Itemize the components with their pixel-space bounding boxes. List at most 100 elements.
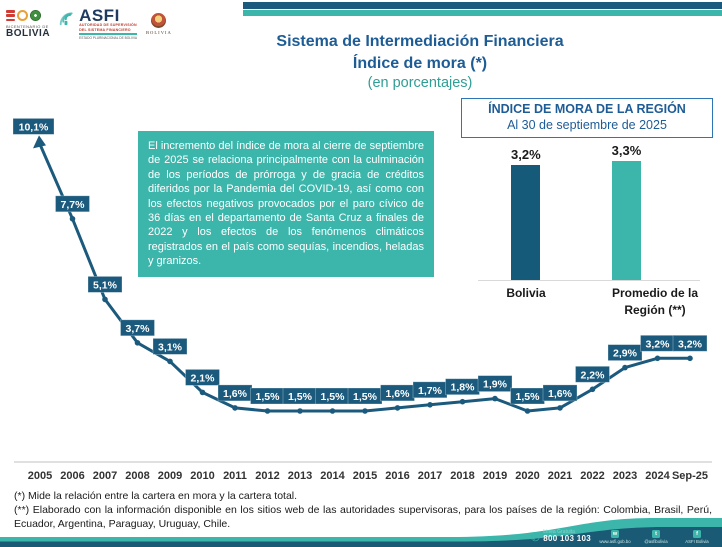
x-axis-label: 2013 bbox=[288, 470, 312, 482]
data-label-box bbox=[185, 368, 220, 386]
asfi-logo: ASFI AUTORIDAD DE SUPERVISIÓN DEL SISTEM… bbox=[59, 5, 137, 41]
category-label-region: Promedio de la Región (**) bbox=[611, 286, 699, 318]
x-axis-label: 2019 bbox=[483, 470, 507, 482]
footnote-asterisk: (*) Mide la relación entre la cartera en… bbox=[14, 490, 298, 502]
bicentenario-logo: BICENTENARIO DE BOLIVIA bbox=[6, 9, 50, 40]
bolivia-emblem-icon bbox=[151, 13, 167, 29]
red-bars-icon bbox=[6, 10, 15, 22]
bolivia-emblem-label: BOLIVIA bbox=[145, 29, 172, 35]
asfi-subtitle-1: AUTORIDAD DE SUPERVISIÓN bbox=[79, 23, 137, 28]
x-axis-label: 2011 bbox=[223, 470, 247, 482]
x-axis-label: 2007 bbox=[93, 470, 117, 482]
x-axis-label: 2020 bbox=[515, 470, 539, 482]
data-label-text: 3,2% bbox=[646, 338, 671, 350]
x-axis-label: 2009 bbox=[158, 470, 182, 482]
data-label-text: 2,9% bbox=[613, 348, 638, 360]
data-label-text: 1,5% bbox=[516, 391, 541, 403]
data-point-marker bbox=[264, 408, 271, 414]
data-label-text: 1,5% bbox=[256, 391, 281, 403]
x-axis-label: 2006 bbox=[60, 470, 84, 482]
region-panel-title-box: ÍNDICE DE MORA DE LA REGIÓN Al 30 de sep… bbox=[461, 98, 713, 138]
data-label-text: 1,9% bbox=[483, 379, 508, 391]
x-axis-label: 2014 bbox=[320, 470, 345, 482]
asfi-name: ASFI bbox=[79, 5, 120, 25]
data-label-box bbox=[152, 337, 188, 355]
bar-region-average bbox=[611, 161, 641, 280]
data-point-marker bbox=[427, 402, 433, 408]
data-point-marker bbox=[622, 364, 628, 371]
data-point-marker bbox=[654, 355, 661, 362]
data-point-marker bbox=[589, 386, 596, 393]
data-label-box bbox=[12, 117, 55, 135]
twitter-item: t @asfibolivia bbox=[639, 529, 673, 544]
x-axis-label: 2010 bbox=[190, 470, 214, 482]
footer-swoosh bbox=[0, 518, 722, 547]
bar-bolivia bbox=[511, 164, 541, 280]
category-label-bolivia: Bolivia bbox=[506, 286, 546, 300]
data-point-marker bbox=[69, 216, 76, 222]
bar-group-bolivia: 3,2% bbox=[511, 147, 541, 280]
data-label-text: 2,1% bbox=[191, 372, 216, 384]
data-label-text: 5,1% bbox=[93, 279, 118, 291]
asfi-subtitle-2: DEL SISTEMA FINANCIERO bbox=[79, 27, 131, 32]
region-panel-subtitle: Al 30 de septiembre de 2025 bbox=[507, 117, 667, 132]
data-label-text: 1,6% bbox=[548, 388, 573, 400]
phone-number: 800 103 103 bbox=[543, 534, 591, 544]
data-point-marker bbox=[329, 408, 336, 414]
data-label-box bbox=[575, 365, 610, 383]
website-label: www.asfi.gob.bo bbox=[599, 538, 631, 544]
mora-line-chart: 2005 2006 2007 2008 2009 2010 2011 2012 2013 2014… bbox=[12, 117, 712, 482]
data-label-text: 1,5% bbox=[321, 391, 346, 403]
data-label-text: 3,7% bbox=[126, 323, 151, 335]
data-point-marker bbox=[102, 296, 108, 303]
data-label-text: 1,5% bbox=[353, 391, 378, 403]
phone-label: Línea Gratuita bbox=[543, 528, 575, 535]
data-point-marker bbox=[134, 340, 141, 346]
data-point-marker bbox=[524, 408, 531, 414]
data-point-marker bbox=[232, 405, 238, 411]
x-axis-label: 2022 bbox=[580, 470, 604, 482]
data-label-box bbox=[542, 384, 578, 402]
phone-group: ✆ Línea Gratuita 800 103 103 bbox=[530, 528, 591, 544]
data-label-text: 1,8% bbox=[451, 382, 476, 394]
facebook-label: ASFI Bolivia bbox=[685, 538, 709, 544]
title-line-2: Índice de mora (*) bbox=[352, 54, 488, 72]
bicentenario-main-label: BOLIVIA bbox=[6, 28, 51, 40]
asfi-subtitle-3: ESTADO PLURINACIONAL DE BOLIVIA bbox=[79, 36, 137, 41]
x-axis-label: 2018 bbox=[450, 470, 474, 482]
bolivia-emblem-logo: BOLIVIA bbox=[146, 13, 172, 35]
data-label-text: 10,1% bbox=[19, 121, 49, 133]
bicentenario-glyphs-icon bbox=[6, 9, 41, 23]
x-axis-label: 2021 bbox=[548, 470, 572, 482]
data-point-marker bbox=[687, 355, 693, 362]
data-point-marker bbox=[199, 389, 206, 396]
data-label-text: 1,6% bbox=[223, 388, 248, 400]
bar-value-label: 3,3% bbox=[611, 143, 642, 159]
x-axis-label: 2024 bbox=[645, 470, 670, 482]
data-label-text: 2,2% bbox=[581, 369, 606, 381]
twitter-icon: t bbox=[652, 529, 660, 538]
x-axis-label: 2005 bbox=[28, 470, 52, 482]
title-line-1: Sistema de Intermediación Financiera bbox=[276, 33, 564, 50]
title-line-3: (en porcentajes) bbox=[367, 75, 473, 92]
footer-contact: ✆ Línea Gratuita 800 103 103 w www.asfi.… bbox=[530, 528, 714, 544]
x-axis-label: Sep-25 bbox=[672, 470, 708, 482]
twitter-label: @asfibolivia bbox=[644, 538, 668, 544]
orange-ring-icon bbox=[17, 10, 28, 22]
bicentenario-sub-label: BICENTENARIO DE bbox=[6, 24, 49, 30]
header-bar-dark bbox=[243, 2, 722, 9]
region-category-labels: Bolivia Promedio de la Región (**) bbox=[461, 285, 713, 320]
data-label-text: 1,6% bbox=[386, 388, 411, 400]
data-point-marker bbox=[557, 405, 563, 411]
data-label-box bbox=[672, 334, 708, 352]
data-point-marker bbox=[394, 405, 401, 411]
globe-icon: w bbox=[611, 529, 619, 538]
asfi-divider bbox=[79, 33, 137, 36]
data-label-box bbox=[477, 375, 513, 393]
logo-strip: BICENTENARIO DE BOLIVIA ASFI AUTORIDAD D… bbox=[6, 3, 172, 45]
data-point-marker bbox=[492, 395, 498, 402]
data-label-text: 7,7% bbox=[61, 199, 86, 211]
bar-value-label: 3,2% bbox=[511, 146, 541, 162]
x-axis-label: 2015 bbox=[353, 470, 377, 482]
